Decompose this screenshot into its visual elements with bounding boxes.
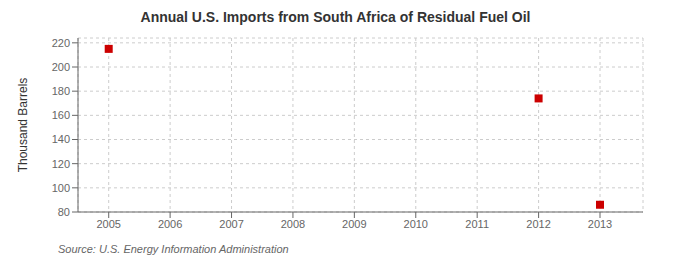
svg-text:160: 160 — [52, 109, 70, 121]
svg-text:2007: 2007 — [219, 218, 243, 230]
html-text:Annual U.S. Imports from South: Annual U.S. Imports from South Africa of… — [140, 9, 531, 25]
svg-text:2009: 2009 — [342, 218, 366, 230]
svg-text:Thousand Barrels: Thousand Barrels — [16, 78, 30, 173]
svg-text:2006: 2006 — [158, 218, 182, 230]
svg-text:2010: 2010 — [404, 218, 428, 230]
svg-text:2008: 2008 — [281, 218, 305, 230]
svg-text:140: 140 — [52, 133, 70, 145]
html-text:Source: U.S. Energy Informatio: Source: U.S. Energy Information Administ… — [58, 243, 289, 255]
svg-text:2012: 2012 — [526, 218, 550, 230]
svg-text:2011: 2011 — [465, 218, 489, 230]
svg-text:200: 200 — [52, 61, 70, 73]
svg-text:180: 180 — [52, 85, 70, 97]
svg-text:220: 220 — [52, 37, 70, 49]
svg-text:2005: 2005 — [96, 218, 120, 230]
svg-text:2013: 2013 — [588, 218, 612, 230]
svg-text:100: 100 — [52, 182, 70, 194]
svg-text:120: 120 — [52, 158, 70, 170]
svg-text:80: 80 — [58, 206, 70, 218]
